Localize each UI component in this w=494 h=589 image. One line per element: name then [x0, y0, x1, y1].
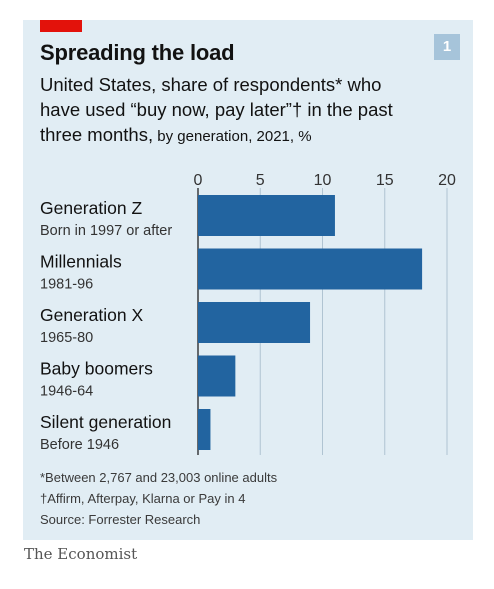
subtitle-main: United States, share of respondents* who… [40, 74, 393, 145]
x-tick-label: 5 [256, 172, 265, 189]
subtitle-detail: by generation, 2021, % [153, 128, 312, 145]
category-sublabel: Born in 1997 or after [40, 223, 172, 239]
category-label: Silent generation [40, 412, 171, 432]
x-tick-label: 20 [438, 172, 456, 189]
footnotes: *Between 2,767 and 23,003 online adults … [40, 467, 277, 530]
footnote-providers: †Affirm, Afterpay, Klarna or Pay in 4 [40, 491, 246, 506]
source-note: Source: Forrester Research [40, 512, 201, 527]
category-sublabel: Before 1946 [40, 437, 119, 453]
chart-subtitle: United States, share of respondents* who… [40, 72, 420, 149]
brand-red-tag [40, 20, 82, 32]
category-sublabel: 1981-96 [40, 277, 93, 293]
category-label: Generation Z [40, 198, 142, 218]
publisher-brand: The Economist [24, 545, 138, 563]
x-tick-label: 0 [194, 172, 203, 189]
bar [198, 355, 236, 397]
chart-number-badge: 1 [434, 34, 460, 60]
bar [198, 248, 423, 290]
category-sublabel: 1946-64 [40, 384, 93, 400]
x-tick-label: 15 [376, 172, 394, 189]
bar [198, 409, 211, 450]
bar [198, 302, 311, 343]
category-label: Generation X [40, 305, 143, 325]
bar [198, 195, 335, 236]
category-label: Baby boomers [40, 359, 153, 379]
footnote-respondents: *Between 2,767 and 23,003 online adults [40, 470, 278, 485]
category-sublabel: 1965-80 [40, 330, 93, 346]
x-tick-label: 10 [314, 172, 332, 189]
category-label: Millennials [40, 252, 122, 272]
chart-title: Spreading the load [40, 40, 235, 65]
